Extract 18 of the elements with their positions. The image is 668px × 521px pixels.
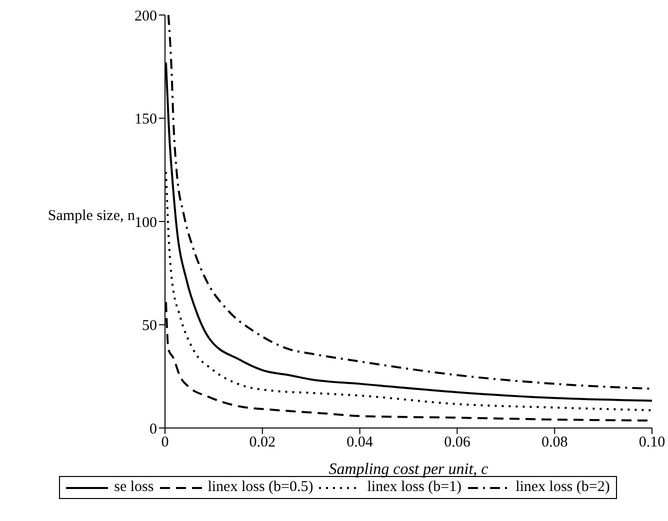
legend-label: se loss [114, 479, 154, 496]
y-tick-label: 100 [134, 214, 157, 231]
y-tick-label: 200 [134, 8, 157, 24]
legend-label: linex loss (b=0.5) [208, 479, 314, 496]
legend-label: linex loss (b=2) [516, 479, 610, 496]
x-tick-label: 0.06 [444, 434, 471, 451]
x-tick-label: 0 [161, 434, 169, 451]
y-tick-label: 50 [142, 318, 157, 334]
legend-label: linex loss (b=1) [367, 479, 462, 496]
x-tick-label: 0.10 [638, 434, 666, 451]
y-tick-label: 0 [150, 421, 157, 438]
y-axis-title: Sample size, n [48, 208, 136, 224]
x-tick-label: 0.04 [346, 434, 374, 451]
x-tick-label: 0.02 [249, 434, 276, 451]
x-axis-title: Sampling cost per unit, c [328, 461, 488, 478]
x-tick-label: 0.08 [541, 434, 568, 451]
y-tick-label: 150 [134, 112, 157, 128]
line-series [167, 15, 652, 390]
